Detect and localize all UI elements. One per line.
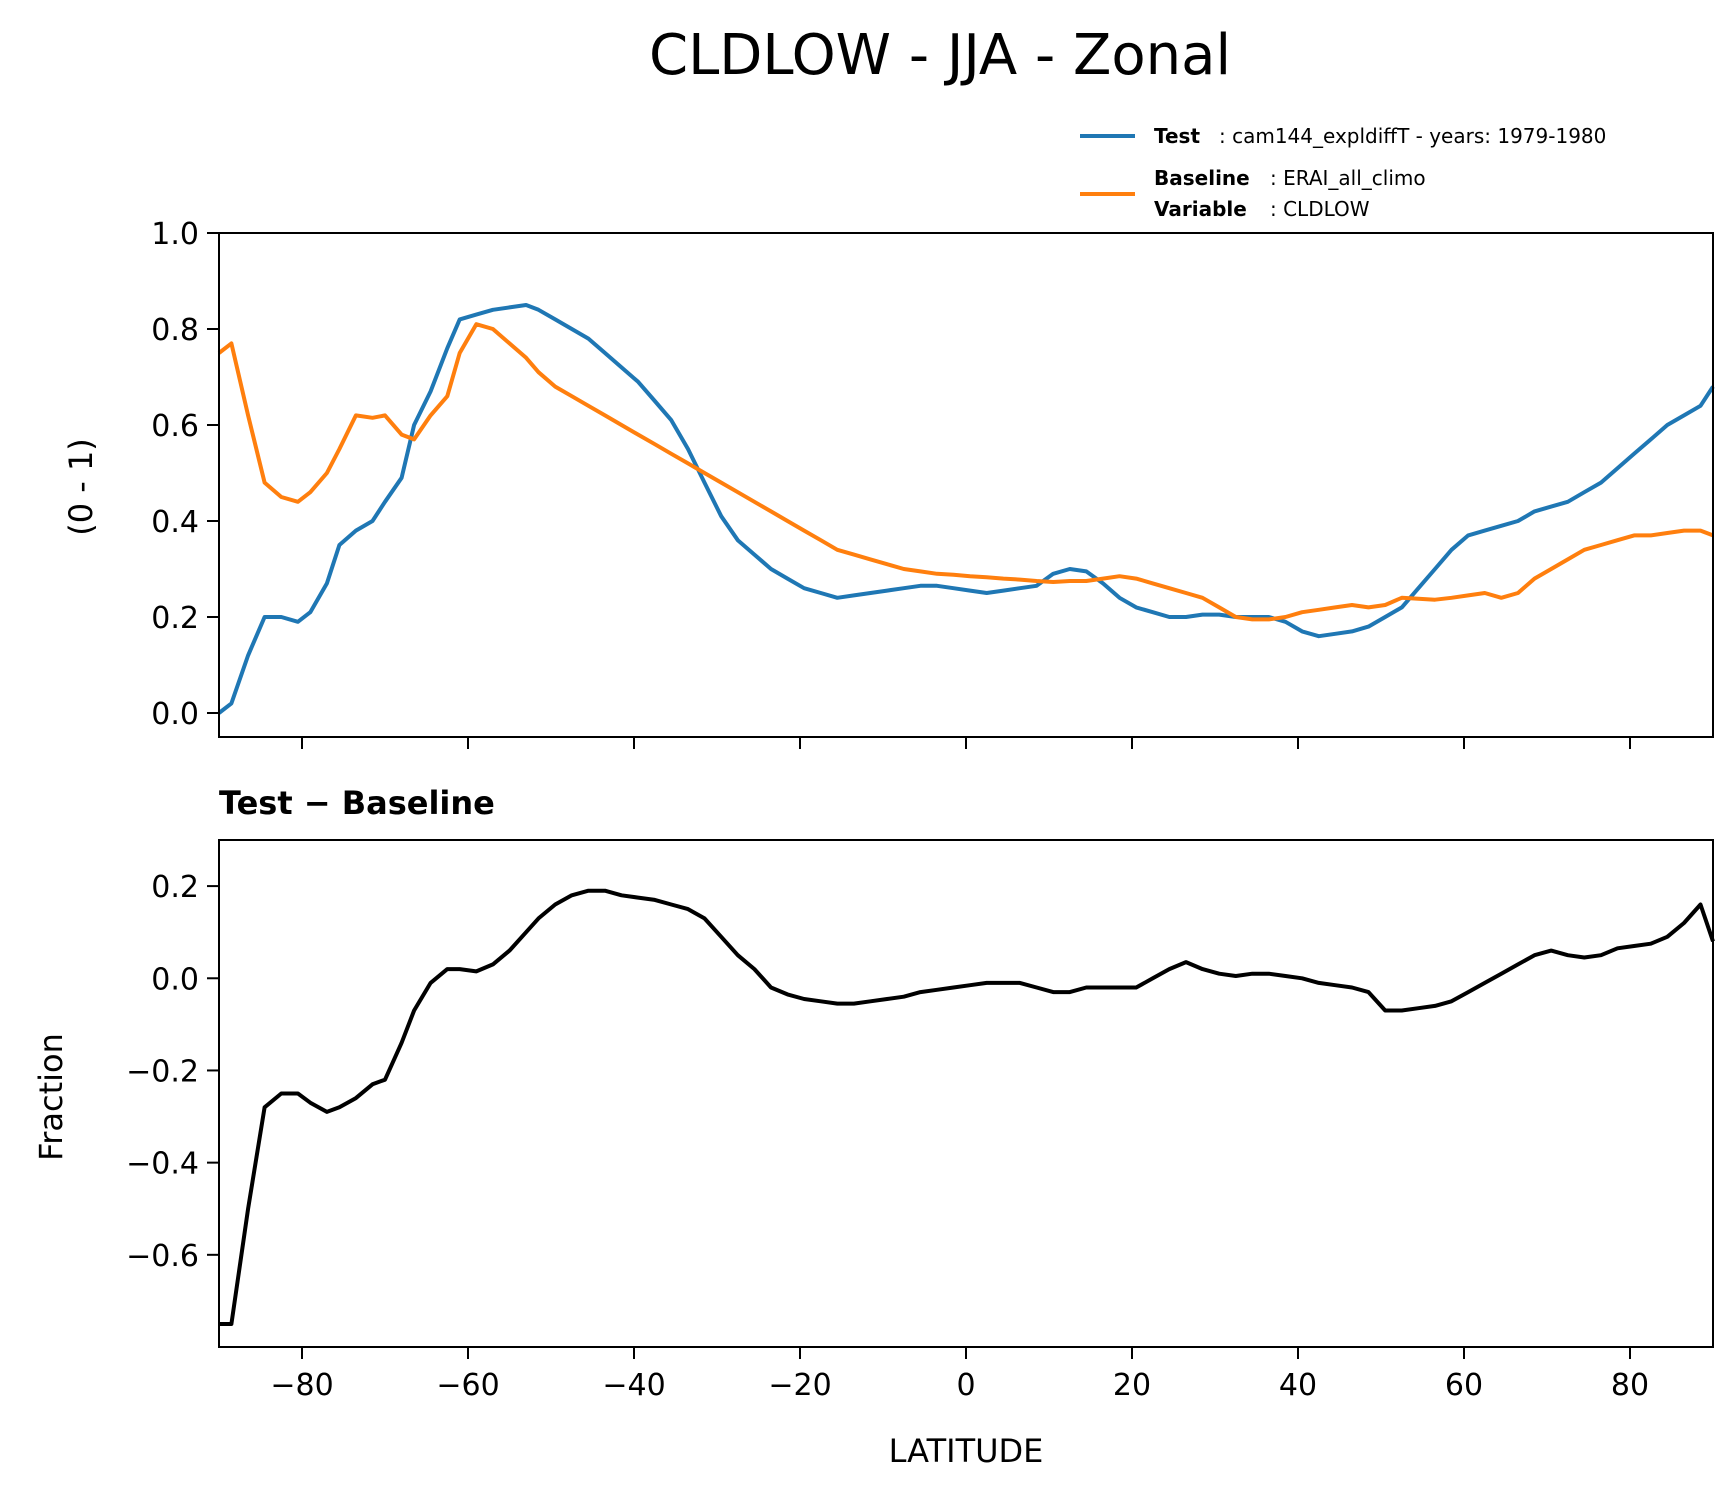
bottom-plot-ytick-label-4: 0.2 xyxy=(151,870,199,905)
bottom-plot-ytick-label-3: 0.0 xyxy=(151,962,199,997)
top-plot-ytick-label-1: 0.2 xyxy=(151,601,199,636)
bottom-plot-ytick-label-0: −0.6 xyxy=(126,1239,199,1274)
legend-baseline-value: : ERAI_all_climo xyxy=(1270,166,1426,190)
legend-variable-key: Variable xyxy=(1154,197,1247,221)
top-plot: 0.0 0.2 0.4 0.6 0.8 1.0 xyxy=(151,217,1715,749)
top-plot-frame xyxy=(218,232,1714,738)
x-tick-label-3: −20 xyxy=(768,1368,831,1403)
legend-variable-value: : CLDLOW xyxy=(1270,197,1370,221)
legend-test-value: : cam144_expldiffT - years: 1979-1980 xyxy=(1219,124,1606,148)
x-tick-label-5: 20 xyxy=(1113,1368,1151,1403)
top-ylabel: (0 - 1) xyxy=(62,438,100,536)
bottom-plot-ytick-label-2: −0.2 xyxy=(126,1054,199,1089)
top-plot-series-0 xyxy=(217,303,1715,715)
x-tick-label-7: 60 xyxy=(1445,1368,1483,1403)
bottom-plot-frame xyxy=(218,839,1714,1348)
x-tick-label-6: 40 xyxy=(1279,1368,1317,1403)
legend: Test : cam144_expldiffT - years: 1979-19… xyxy=(1080,124,1606,221)
bottom-plot: −80 −60 −40 −20 0 20 40 60 80 −0.6 −0.4 −0.2 0.0 0.2 xyxy=(126,839,1715,1403)
legend-baseline-key: Baseline xyxy=(1154,166,1250,190)
x-tick-label-8: 80 xyxy=(1611,1368,1649,1403)
x-tick-label-4: 0 xyxy=(956,1368,975,1403)
bottom-subtitle: Test − Baseline xyxy=(219,784,495,822)
top-plot-ytick-label-2: 0.4 xyxy=(151,505,199,540)
top-plot-ytick-label-5: 1.0 xyxy=(151,217,199,252)
x-tick-label-2: −40 xyxy=(602,1368,665,1403)
bottom-plot-ytick-label-1: −0.4 xyxy=(126,1147,199,1182)
x-tick-label-1: −60 xyxy=(436,1368,499,1403)
top-plot-ytick-label-0: 0.0 xyxy=(151,697,199,732)
x-axis-label: LATITUDE xyxy=(889,1432,1044,1470)
top-plot-ytick-label-3: 0.6 xyxy=(151,409,199,444)
top-plot-ytick-label-4: 0.8 xyxy=(151,313,199,348)
chart-title: CLDLOW - JJA - Zonal xyxy=(649,23,1231,88)
bottom-ylabel: Fraction xyxy=(32,1033,70,1161)
legend-test-key: Test xyxy=(1154,124,1200,148)
x-tick-label-0: −80 xyxy=(270,1368,333,1403)
top-plot-series-1 xyxy=(217,322,1714,622)
bottom-plot-series-0 xyxy=(219,888,1715,1326)
